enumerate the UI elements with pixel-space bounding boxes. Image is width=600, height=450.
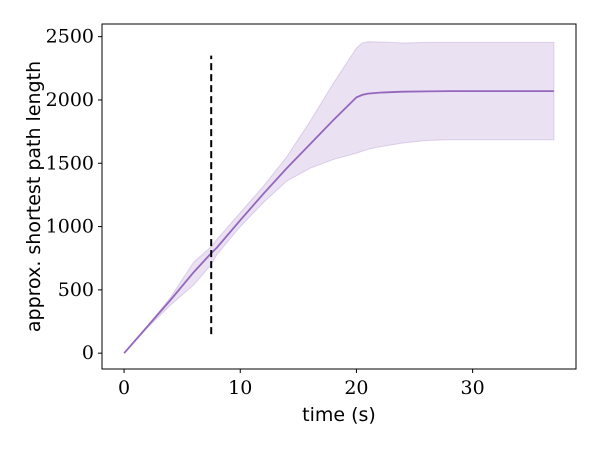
y-axis-label: approx. shortest path length	[23, 61, 45, 332]
x-tick-label: 10	[228, 377, 252, 399]
x-tick-label: 20	[344, 377, 368, 399]
y-tick-label: 2500	[46, 26, 94, 48]
y-tick-label: 2000	[46, 89, 94, 111]
plot-frame	[101, 23, 577, 370]
x-tick-label: 30	[461, 377, 485, 399]
x-axis-label: time (s)	[302, 404, 376, 426]
y-tick-label: 0	[82, 342, 94, 364]
x-axis-ticks: 0 10 20 30	[118, 369, 485, 399]
y-axis-ticks: 0 500 1000 1500 2000 2500	[46, 26, 102, 364]
y-tick-label: 1500	[46, 152, 94, 174]
x-tick-label: 0	[118, 377, 130, 399]
series-line-0	[123, 90, 554, 354]
series-line-layer	[123, 90, 554, 354]
y-tick-label: 500	[58, 279, 94, 301]
y-tick-label: 1000	[46, 216, 94, 238]
